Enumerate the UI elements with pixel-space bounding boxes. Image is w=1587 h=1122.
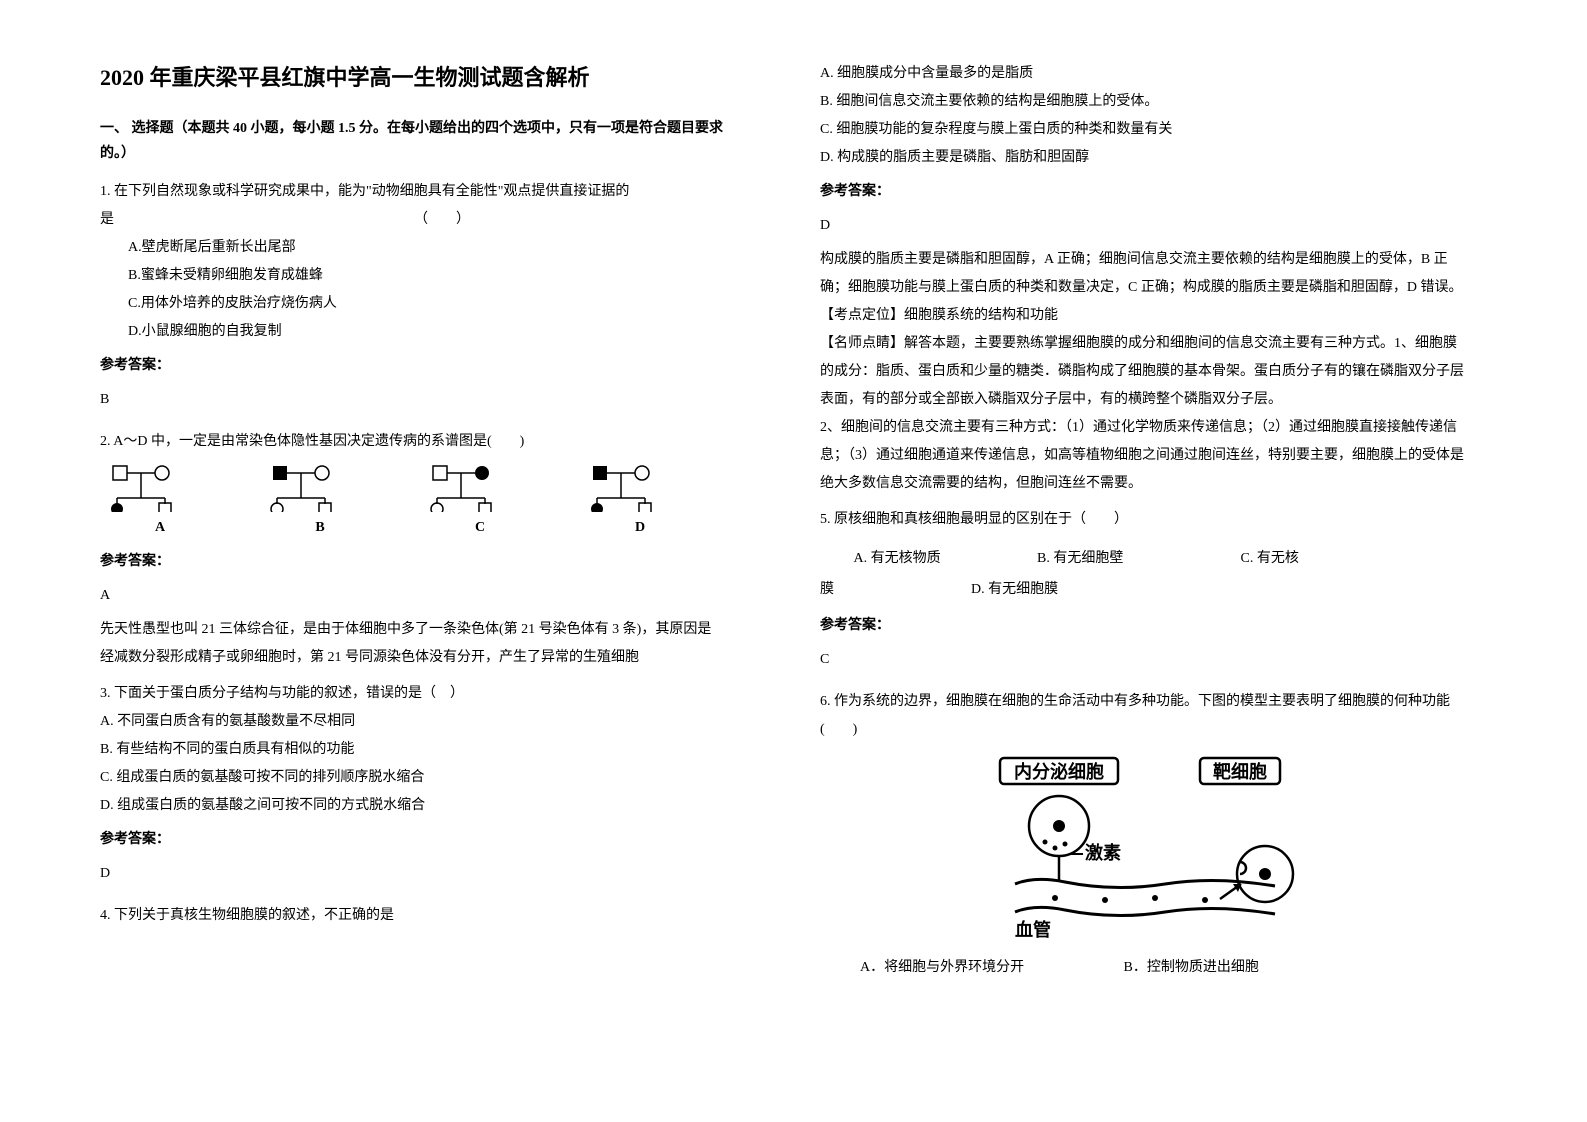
q6-vessel: 血管 (1015, 919, 1051, 940)
pedigree-c: C (420, 462, 540, 542)
q5-row2: 膜 D. 有无细胞膜 (820, 575, 1470, 606)
q6-stem: 6. 作为系统的边界，细胞膜在细胞的生命活动中有多种功能。下图的模型主要表明了细… (820, 688, 1470, 744)
pedigree-b-label: B (315, 514, 324, 542)
q3-b: B. 有些结构不同的蛋白质具有相似的功能 (100, 736, 750, 764)
pedigree-b-svg (265, 462, 375, 512)
q5-ans-label: 参考答案： (820, 612, 1470, 640)
q4-opts: A. 细胞膜成分中含量最多的是脂质 B. 细胞间信息交流主要依赖的结构是细胞膜上… (820, 60, 1470, 498)
q3-c: C. 组成蛋白质的氨基酸可按不同的排列顺序脱水缩合 (100, 764, 750, 792)
q4-stem: 4. 下列关于真核生物细胞膜的叙述，不正确的是 (100, 902, 750, 930)
pedigree-a: A (100, 462, 220, 542)
q2-stem: 2. A～D 中，一定是由常染色体隐性基因决定遗传病的系谱图是( ) (100, 428, 750, 456)
q6-a: A．将细胞与外界环境分开 (860, 954, 1120, 982)
q1-stem-a: 1. 在下列自然现象或科学研究成果中，能为"动物细胞具有全能性"观点提供直接证据… (100, 178, 750, 206)
q6: 6. 作为系统的边界，细胞膜在细胞的生命活动中有多种功能。下图的模型主要表明了细… (820, 688, 1470, 982)
q3-ans: D (100, 860, 750, 888)
q3-stem: 3. 下面关于蛋白质分子结构与功能的叙述，错误的是（ ） (100, 680, 750, 708)
right-column: A. 细胞膜成分中含量最多的是脂质 B. 细胞间信息交流主要依赖的结构是细胞膜上… (820, 60, 1470, 990)
q5: 5. 原核细胞和真核细胞最明显的区别在于（ ） A. 有无核物质 B. 有无细胞… (820, 506, 1470, 680)
q1-stem-b-row: 是 （ ） (100, 206, 750, 234)
q1-opt-c: C.用体外培养的皮肤治疗烧伤病人 (128, 290, 750, 318)
q1: 1. 在下列自然现象或科学研究成果中，能为"动物细胞具有全能性"观点提供直接证据… (100, 178, 750, 420)
q6-cap-left: 内分泌细胞 (1014, 761, 1104, 782)
pedigree-c-svg (425, 462, 535, 512)
q6-figure: 内分泌细胞 靶细胞 激素 (820, 754, 1470, 944)
q4-ans: D (820, 212, 1470, 240)
pedigree-d-svg (585, 462, 695, 512)
left-column: 2020 年重庆梁平县红旗中学高一生物测试题含解析 一、 选择题（本题共 40 … (100, 60, 750, 990)
q4-d: D. 构成膜的脂质主要是磷脂、脂肪和胆固醇 (820, 144, 1470, 172)
q2-exp2: 经减数分裂形成精子或卵细胞时，第 21 号同源染色体没有分开，产生了异常的生殖细… (100, 644, 750, 672)
q1-opt-a: A.壁虎断尾后重新长出尾部 (128, 234, 750, 262)
q2-ans-label: 参考答案： (100, 548, 750, 576)
q4-ans-label: 参考答案： (820, 178, 1470, 206)
pedigree-a-label: A (155, 514, 165, 542)
q5-c: C. 有无核 (1241, 551, 1299, 566)
q1-stem-b: 是 (100, 206, 114, 234)
q2-ans: A (100, 582, 750, 610)
q5-ans: C (820, 646, 1470, 674)
q6-opts-row: A．将细胞与外界环境分开 B．控制物质进出细胞 (860, 954, 1470, 982)
q4-exp1: 构成膜的脂质主要是磷脂和胆固醇，A 正确；细胞间信息交流主要依赖的结构是细胞膜上… (820, 246, 1470, 302)
pedigree-c-label: C (475, 514, 485, 542)
q4-exp4: 2、细胞间的信息交流主要有三种方式：（1）通过化学物质来传递信息；（2）通过细胞… (820, 414, 1470, 498)
q5-row2-pre: 膜 (820, 582, 834, 597)
pedigree-a-svg (105, 462, 215, 512)
q1-opt-d: D.小鼠腺细胞的自我复制 (128, 318, 750, 346)
q5-b: B. 有无细胞壁 (1037, 544, 1237, 575)
pedigree-d-label: D (635, 514, 645, 542)
q4-a: A. 细胞膜成分中含量最多的是脂质 (820, 60, 1470, 88)
q3: 3. 下面关于蛋白质分子结构与功能的叙述，错误的是（ ） A. 不同蛋白质含有的… (100, 680, 750, 894)
q5-stem: 5. 原核细胞和真核细胞最明显的区别在于（ ） (820, 506, 1470, 534)
q4-b: B. 细胞间信息交流主要依赖的结构是细胞膜上的受体。 (820, 88, 1470, 116)
q1-ans: B (100, 386, 750, 414)
pedigree-d: D (580, 462, 700, 542)
q3-d: D. 组成蛋白质的氨基酸之间可按不同的方式脱水缩合 (100, 792, 750, 820)
part1-header: 一、 选择题（本题共 40 小题，每小题 1.5 分。在每小题给出的四个选项中，… (100, 116, 750, 166)
q4-stem-block: 4. 下列关于真核生物细胞膜的叙述，不正确的是 (100, 902, 750, 930)
q2: 2. A～D 中，一定是由常染色体隐性基因决定遗传病的系谱图是( ) A (100, 428, 750, 672)
q4-c: C. 细胞膜功能的复杂程度与膜上蛋白质的种类和数量有关 (820, 116, 1470, 144)
q1-opt-b: B.蜜蜂未受精卵细胞发育成雄蜂 (128, 262, 750, 290)
q4-exp2: 【考点定位】细胞膜系统的结构和功能 (820, 302, 1470, 330)
q1-ans-label: 参考答案： (100, 352, 750, 380)
q4-exp3: 【名师点睛】解答本题，主要要熟练掌握细胞膜的成分和细胞间的信息交流主要有三种方式… (820, 330, 1470, 414)
q5-a: A. 有无核物质 (854, 544, 1034, 575)
q2-exp1: 先天性愚型也叫 21 三体综合征，是由于体细胞中多了一条染色体(第 21 号染色… (100, 616, 750, 644)
q3-ans-label: 参考答案： (100, 826, 750, 854)
q6-hormone: 激素 (1085, 842, 1121, 863)
q5-d: D. 有无细胞膜 (971, 582, 1058, 597)
q6-b: B．控制物质进出细胞 (1124, 960, 1259, 975)
page-title: 2020 年重庆梁平县红旗中学高一生物测试题含解析 (100, 60, 750, 92)
q6-svg: 内分泌细胞 靶细胞 激素 (965, 754, 1325, 944)
q5-row1: A. 有无核物质 B. 有无细胞壁 C. 有无核 (820, 544, 1470, 575)
q3-a: A. 不同蛋白质含有的氨基酸数量不尽相同 (100, 708, 750, 736)
q1-paren: （ ） (414, 206, 470, 234)
q6-cap-right: 靶细胞 (1213, 761, 1267, 782)
pedigree-b: B (260, 462, 380, 542)
pedigree-row: A B (100, 462, 750, 542)
